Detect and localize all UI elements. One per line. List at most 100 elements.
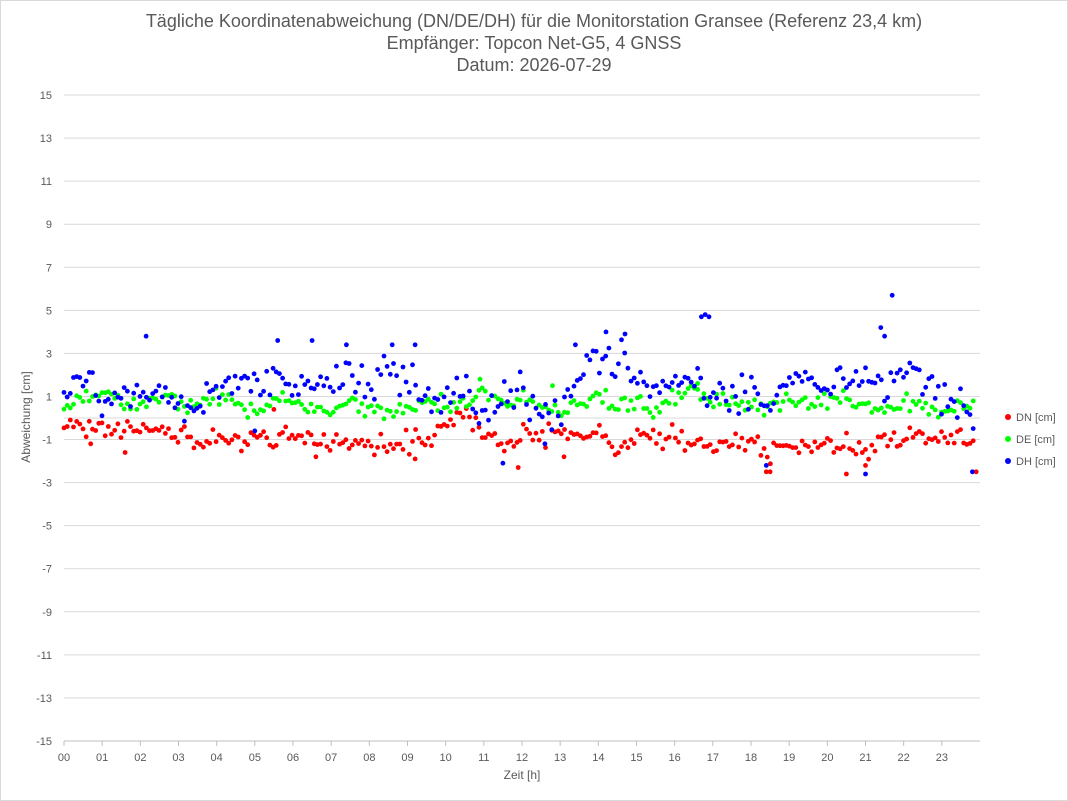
data-point <box>223 397 229 403</box>
data-point <box>444 404 450 410</box>
data-point <box>932 435 938 441</box>
data-point <box>606 440 612 446</box>
data-point <box>799 379 805 384</box>
data-point <box>315 382 320 387</box>
data-point <box>657 390 662 396</box>
data-point <box>492 431 498 436</box>
data-point <box>859 379 865 384</box>
data-point <box>578 376 583 381</box>
data-point <box>752 439 757 445</box>
data-point <box>752 385 757 390</box>
data-point <box>587 357 593 363</box>
data-point <box>878 405 884 411</box>
data-point <box>261 429 266 435</box>
data-point <box>384 364 390 369</box>
data-point <box>412 456 418 462</box>
data-point <box>121 428 127 434</box>
data-point <box>400 364 406 370</box>
data-point <box>245 415 251 420</box>
series-de <box>61 376 976 422</box>
data-point <box>511 405 517 410</box>
data-point <box>923 400 929 406</box>
data-point <box>771 401 776 406</box>
data-point <box>815 445 821 450</box>
data-point <box>368 387 374 393</box>
data-point <box>958 386 963 392</box>
data-point <box>389 342 395 348</box>
data-point <box>251 371 257 377</box>
data-point <box>134 382 140 388</box>
data-point <box>764 454 770 460</box>
data-point <box>387 371 393 377</box>
data-point <box>204 381 210 386</box>
data-point <box>763 469 769 475</box>
data-point <box>853 451 859 457</box>
data-point <box>939 429 944 435</box>
data-point <box>647 394 653 399</box>
data-point <box>891 378 897 384</box>
data-point <box>926 412 932 417</box>
data-point <box>477 376 483 382</box>
data-point <box>517 397 523 403</box>
chart-titles: Tägliche Koordinatenabweichung (DN/DE/DH… <box>0 10 1068 76</box>
data-point <box>467 388 472 394</box>
data-point <box>549 427 555 433</box>
data-point <box>809 375 814 381</box>
data-point <box>543 445 548 450</box>
data-point <box>410 362 415 368</box>
data-point <box>878 377 884 383</box>
data-point <box>254 411 260 417</box>
data-point <box>239 448 244 454</box>
data-point <box>701 391 707 397</box>
data-point <box>302 382 308 387</box>
data-point <box>118 402 124 408</box>
data-point <box>425 435 431 441</box>
data-point <box>201 444 206 450</box>
data-point <box>163 385 168 390</box>
x-tick-label: 03 <box>172 752 184 764</box>
data-point <box>711 404 716 410</box>
legend-marker <box>1005 414 1011 420</box>
data-point <box>539 429 545 434</box>
data-point <box>90 370 95 375</box>
data-point <box>337 385 342 391</box>
data-point <box>280 390 285 395</box>
data-point <box>470 406 476 412</box>
data-point <box>650 427 656 433</box>
data-point <box>699 314 704 320</box>
data-point <box>254 377 260 383</box>
data-point <box>143 333 149 339</box>
y-tick-label: 3 <box>46 348 52 360</box>
data-point <box>67 405 73 411</box>
data-point <box>923 384 929 390</box>
data-point <box>742 447 748 453</box>
data-point <box>837 365 843 371</box>
data-point <box>74 419 80 424</box>
data-point <box>71 424 76 430</box>
data-point <box>796 373 802 379</box>
data-point <box>454 375 460 381</box>
data-point <box>86 418 92 424</box>
chart-date: Datum: 2026-07-29 <box>456 55 612 75</box>
data-point <box>767 469 773 475</box>
data-point <box>638 369 643 375</box>
data-point <box>815 385 821 390</box>
data-points <box>61 292 979 477</box>
data-point <box>429 443 434 449</box>
data-point <box>356 380 361 386</box>
data-point <box>666 434 672 440</box>
data-point <box>213 383 219 389</box>
data-point <box>252 428 258 434</box>
data-point <box>524 402 529 407</box>
series-dn <box>61 406 979 477</box>
data-point <box>831 450 837 455</box>
data-point <box>828 391 833 397</box>
data-point <box>644 383 650 389</box>
data-point <box>688 379 694 385</box>
data-point <box>64 394 70 400</box>
y-tick-label: 7 <box>46 262 52 274</box>
data-point <box>790 380 795 386</box>
data-point <box>267 392 273 398</box>
data-point <box>635 380 640 386</box>
data-point <box>391 414 396 419</box>
